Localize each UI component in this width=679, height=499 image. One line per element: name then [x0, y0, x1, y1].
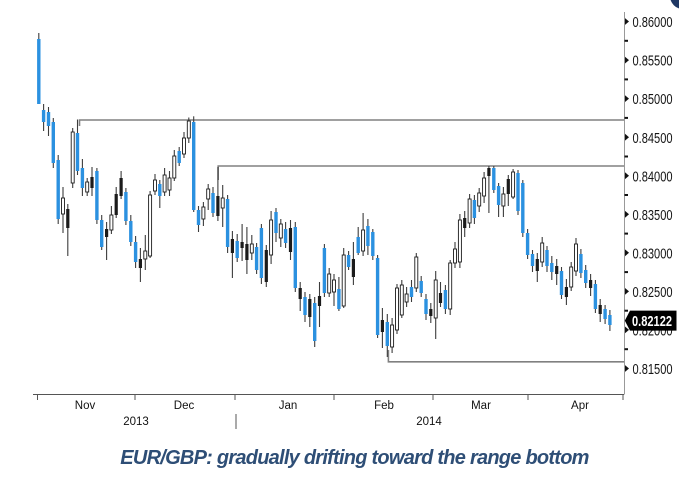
svg-text:0.86000: 0.86000 [633, 14, 673, 31]
svg-text:0.84500: 0.84500 [633, 130, 673, 147]
svg-text:2013: 2013 [123, 416, 149, 428]
svg-text:Jan: Jan [279, 400, 298, 412]
svg-text:Feb: Feb [374, 400, 394, 412]
svg-text:Nov: Nov [75, 400, 96, 412]
svg-text:0.84000: 0.84000 [633, 168, 673, 185]
svg-text:Mar: Mar [471, 400, 491, 412]
svg-text:0.83000: 0.83000 [633, 245, 673, 262]
svg-text:0.82122: 0.82122 [632, 313, 672, 330]
svg-text:0.85000: 0.85000 [633, 91, 673, 108]
svg-text:Apr: Apr [571, 400, 589, 412]
svg-text:2014: 2014 [416, 416, 442, 428]
svg-text:0.81500: 0.81500 [633, 361, 673, 378]
svg-text:0.85500: 0.85500 [633, 53, 673, 70]
svg-text:0.82500: 0.82500 [633, 284, 673, 301]
svg-text:Dec: Dec [174, 400, 195, 412]
svg-text:0.83500: 0.83500 [633, 207, 673, 224]
